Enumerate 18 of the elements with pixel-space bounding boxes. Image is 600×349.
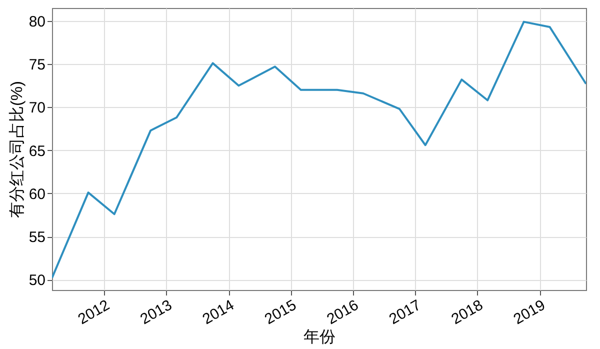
x-tick-label: 2018 [448,296,486,328]
line-series [52,20,586,279]
y-tick-label: 75 [28,56,46,74]
x-tick-label: 2015 [262,296,300,328]
x-tick-label: 2013 [138,296,175,328]
x-tick-label: 2014 [200,296,238,328]
x-tick-label: 2016 [324,296,362,328]
x-tick-label: 2012 [75,296,113,328]
y-tick-label: 50 [28,272,46,290]
x-axis-title: 年份 [304,329,336,346]
y-axis-title: 有分红公司占比(%) [8,81,26,218]
x-tick-label: 2017 [386,296,424,328]
y-tick-label: 70 [28,100,46,117]
y-tick-label: 60 [28,186,46,203]
y-tick-label: 65 [28,142,46,160]
y-tick-label: 55 [28,229,46,246]
x-tick-label: 2019 [510,296,548,328]
y-tick-label: 80 [28,13,46,30]
